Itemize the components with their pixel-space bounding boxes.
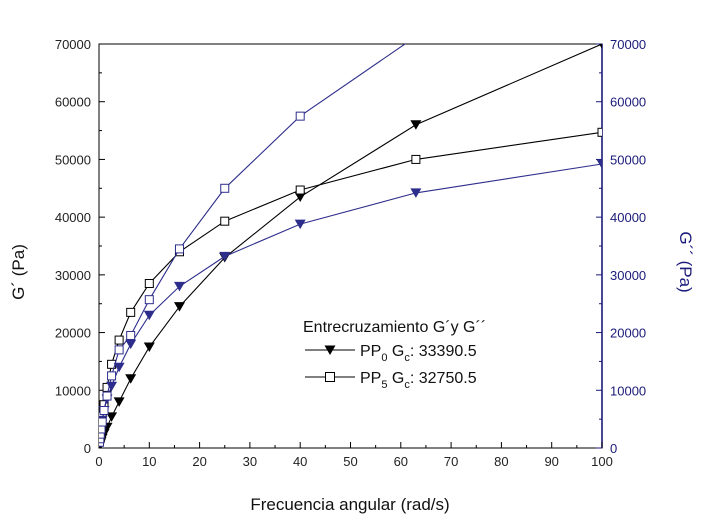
x-axis-label: Frecuencia angular (rad/s) <box>250 495 449 514</box>
x-tick-label-5: 50 <box>343 454 357 469</box>
series-1-point-9 <box>126 307 136 317</box>
series-0-point-13 <box>294 192 306 202</box>
legend-marker-pp5 <box>325 372 335 382</box>
series-2-point-15 <box>596 159 602 170</box>
legend-entry-pp0: PP0 Gc: 33390.5 <box>360 343 477 364</box>
y-left-tick-label-4: 40000 <box>55 210 91 225</box>
x-tick-label-7: 70 <box>444 454 458 469</box>
x-tick-label-6: 60 <box>394 454 408 469</box>
series-3-point-9 <box>126 330 136 340</box>
x-tick-label-0: 0 <box>95 454 102 469</box>
legend: Entrecruzamiento G´y G´´ PP0 Gc: 33390.5… <box>303 319 486 391</box>
y-axis-label-left: G´ (Pa) <box>9 244 28 300</box>
series-1-line <box>99 131 602 440</box>
y-right-tick-label-2: 20000 <box>610 326 646 341</box>
series-0-point-14 <box>410 120 422 130</box>
series-1-point-14 <box>411 154 421 164</box>
y-right-tick-label-6: 60000 <box>610 95 646 110</box>
y-left-tick-label-3: 30000 <box>55 268 91 283</box>
series-3-point-8 <box>114 345 124 355</box>
series-3-point-6 <box>102 391 112 401</box>
series-2-point-9 <box>125 339 137 350</box>
series-3-point-13 <box>295 111 305 121</box>
series-1-point-12 <box>220 216 230 226</box>
series-3-point-7 <box>107 371 117 381</box>
series-layer <box>99 34 602 448</box>
y-left-tick-label-5: 50000 <box>55 152 91 167</box>
series-2-point-7 <box>106 381 118 392</box>
x-tick-label-2: 20 <box>192 454 206 469</box>
y-left-tick-label-0: 0 <box>84 441 91 456</box>
y-left-tick-label-2: 20000 <box>55 326 91 341</box>
series-1-point-15 <box>597 127 602 137</box>
y-right-tick-label-3: 30000 <box>610 268 646 283</box>
series-3-point-5 <box>99 405 109 415</box>
series-3-point-12 <box>220 183 230 193</box>
series-1-point-8 <box>114 335 124 345</box>
y-left-tick-label-6: 60000 <box>55 95 91 110</box>
x-tick-label-3: 30 <box>243 454 257 469</box>
series-2-point-12 <box>219 251 231 262</box>
series-2-point-10 <box>143 310 155 321</box>
series-2-point-14 <box>410 188 422 198</box>
x-tick-label-4: 40 <box>293 454 307 469</box>
series-1-point-13 <box>295 185 305 195</box>
legend-title: Entrecruzamiento G´y G´´ <box>303 319 486 336</box>
series-3-point-14 <box>409 34 417 42</box>
series-2 <box>99 159 602 447</box>
legend-entry-pp5: PP5 Gc: 32750.5 <box>360 370 477 391</box>
series-0-line <box>99 44 602 447</box>
y-right-tick-label-0: 0 <box>610 441 617 456</box>
series-1-point-10 <box>144 279 154 289</box>
series-3-point-11 <box>174 244 184 254</box>
y-right-tick-label-7: 70000 <box>610 37 646 52</box>
plot-frame <box>98 43 603 449</box>
series-0-point-11 <box>173 302 185 312</box>
series-0-point-8 <box>113 397 125 407</box>
y-left-tick-label-1: 10000 <box>55 383 91 398</box>
series-0-point-9 <box>125 374 137 384</box>
series-3-point-10 <box>144 295 154 305</box>
series-2-point-8 <box>113 362 125 373</box>
series-0-point-15 <box>599 44 602 49</box>
x-tick-label-10: 100 <box>591 454 613 469</box>
series-0-point-7 <box>106 412 118 422</box>
y-right-tick-label-5: 50000 <box>610 152 646 167</box>
y-right-tick-label-4: 40000 <box>610 210 646 225</box>
series-3 <box>99 34 417 447</box>
y-axis-label-right: G´´ (Pa) <box>676 231 695 292</box>
x-tick-label-9: 90 <box>544 454 558 469</box>
series-0-point-10 <box>143 342 155 352</box>
x-tick-label-8: 80 <box>494 454 508 469</box>
y-right-tick-label-1: 10000 <box>610 383 646 398</box>
legend-marker-pp0 <box>324 345 336 355</box>
series-0 <box>99 44 602 448</box>
y-left-tick-label-7: 70000 <box>55 37 91 52</box>
series-2-point-11 <box>173 281 185 292</box>
x-tick-label-1: 10 <box>142 454 156 469</box>
series-2-point-13 <box>294 219 306 230</box>
series-3-point-4 <box>99 417 107 427</box>
